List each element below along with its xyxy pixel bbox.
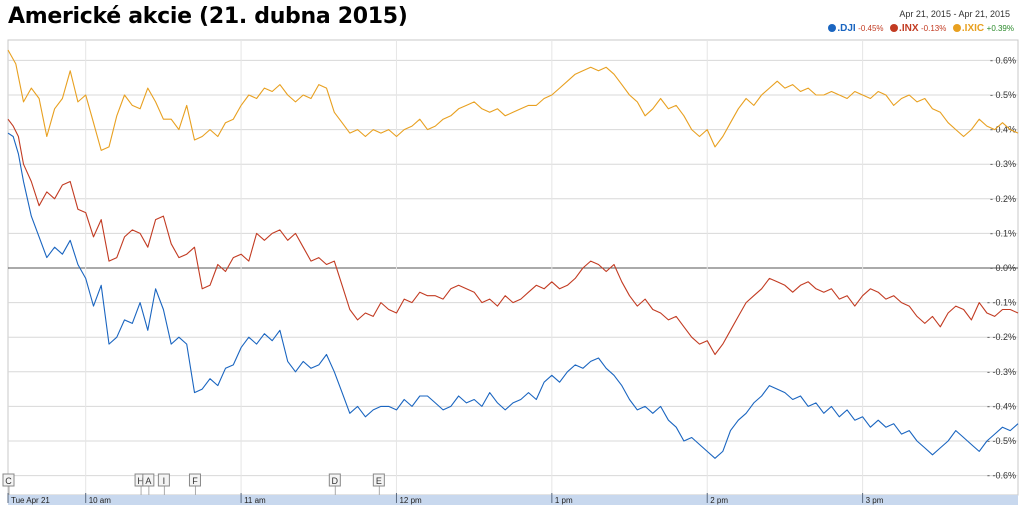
event-marker-label: C bbox=[5, 476, 12, 486]
event-marker-flag[interactable] bbox=[157, 473, 170, 487]
legend-item-inx[interactable]: .INX -0.13% bbox=[890, 23, 949, 34]
y-tick-label: - -0.5% bbox=[987, 436, 1016, 446]
event-marker-flag[interactable] bbox=[188, 473, 201, 487]
x-tick-label: 10 am bbox=[89, 496, 112, 505]
x-tick-label: 12 pm bbox=[399, 496, 422, 505]
legend-symbol: .INX bbox=[899, 23, 919, 34]
y-tick-label: - 0.4% bbox=[990, 125, 1016, 135]
legend-symbol: .DJI bbox=[837, 23, 856, 34]
y-tick-label: - -0.2% bbox=[987, 332, 1016, 342]
legend: .DJI -0.45% .INX -0.13% .IXIC +0.39% bbox=[824, 23, 1014, 34]
y-tick-label: - 0.1% bbox=[990, 228, 1016, 238]
legend-change: +0.39% bbox=[986, 24, 1014, 33]
y-tick-label: - 0.5% bbox=[990, 90, 1016, 100]
x-tick-label: 2 pm bbox=[710, 496, 728, 505]
legend-item-ixic[interactable]: .IXIC +0.39% bbox=[952, 23, 1014, 34]
event-marker-label: D bbox=[332, 476, 339, 486]
legend-change: -0.13% bbox=[921, 24, 947, 33]
y-tick-label: - 0.2% bbox=[990, 194, 1016, 204]
page-title: Americké akcie (21. dubna 2015) bbox=[8, 4, 408, 29]
x-tick-label: 1 pm bbox=[555, 496, 573, 505]
legend-dot-icon bbox=[890, 24, 899, 32]
legend-change: -0.45% bbox=[858, 24, 884, 33]
series-line-dji bbox=[7, 132, 1019, 459]
event-marker-flag[interactable] bbox=[142, 473, 155, 487]
x-tick-label: 3 pm bbox=[866, 496, 884, 505]
y-tick-label: - 0.3% bbox=[990, 159, 1016, 169]
series-line-inx bbox=[7, 118, 1019, 356]
event-marker-label: A bbox=[145, 476, 151, 486]
date-range: Apr 21, 2015 - Apr 21, 2015 bbox=[899, 9, 1010, 19]
legend-dot-icon bbox=[828, 24, 837, 32]
legend-dot-icon bbox=[952, 24, 961, 32]
x-tick-label: Tue Apr 21 bbox=[11, 496, 50, 505]
y-tick-label: - -0.1% bbox=[987, 298, 1016, 308]
event-marker-flag[interactable] bbox=[328, 473, 341, 487]
legend-symbol: .IXIC bbox=[961, 23, 985, 34]
y-tick-label: - 0.0% bbox=[990, 263, 1016, 273]
legend-item-dji[interactable]: .DJI -0.45% bbox=[828, 23, 886, 34]
event-marker-flag[interactable] bbox=[372, 473, 385, 487]
x-tick-label: 11 am bbox=[244, 496, 266, 505]
y-tick-label: - -0.4% bbox=[987, 401, 1016, 411]
event-marker-label: E bbox=[376, 476, 382, 486]
event-marker-label: I bbox=[163, 476, 166, 486]
y-tick-label: - -0.3% bbox=[987, 367, 1016, 377]
event-marker-flag[interactable] bbox=[2, 473, 15, 487]
time-axis-bar bbox=[8, 495, 1018, 505]
y-tick-label: - 0.6% bbox=[990, 55, 1016, 65]
event-marker-label: H bbox=[137, 476, 144, 486]
y-tick-label: - -0.6% bbox=[987, 471, 1016, 481]
event-marker-label: F bbox=[192, 476, 198, 486]
series-line-ixic bbox=[7, 49, 1019, 151]
